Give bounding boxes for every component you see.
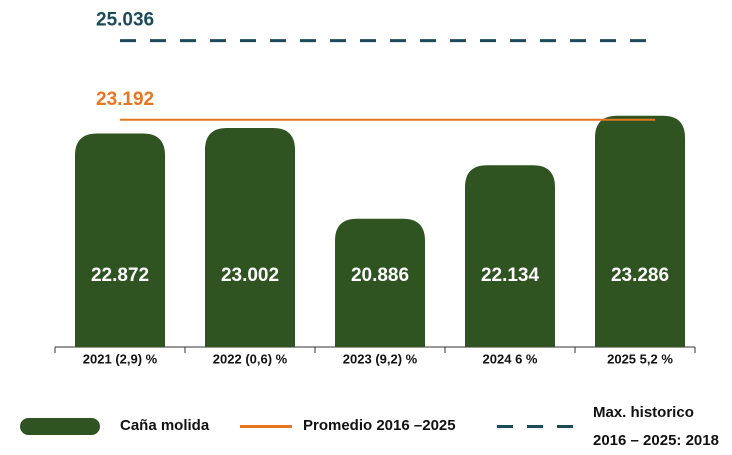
value-label: 20.886	[351, 265, 409, 286]
x-tick-label: 2021 (2,9) %	[83, 351, 158, 366]
legend: Caña molida Promedio 2016 –2025 Max. his…	[0, 395, 732, 449]
legend-label: Caña molida	[120, 417, 210, 434]
reference-label: 23.192	[96, 89, 154, 110]
legend-label: Max. historico 2016 – 2025: 2018	[593, 404, 719, 449]
legend-swatch-bar	[20, 418, 100, 435]
reference-label: 25.036	[96, 10, 154, 31]
legend-label: Promedio 2016 –2025	[303, 417, 456, 434]
bar	[205, 127, 295, 347]
value-label: 22.134	[481, 265, 540, 286]
x-tick-label: 2024 6 %	[483, 351, 538, 366]
x-tick-label: 2025 5,2 %	[607, 351, 673, 366]
x-tick-label: 2023 (9,2) %	[343, 351, 418, 366]
legend-swatch-line	[240, 425, 292, 428]
bar	[465, 165, 555, 347]
value-label: 22.872	[91, 265, 149, 286]
legend-swatch-dash	[497, 425, 577, 428]
value-label: 23.286	[611, 265, 669, 286]
bar	[75, 133, 165, 347]
value-label: 23.002	[221, 265, 279, 286]
x-tick-label: 2022 (0,6) %	[213, 351, 288, 366]
bar	[595, 115, 685, 347]
bar	[335, 218, 425, 347]
